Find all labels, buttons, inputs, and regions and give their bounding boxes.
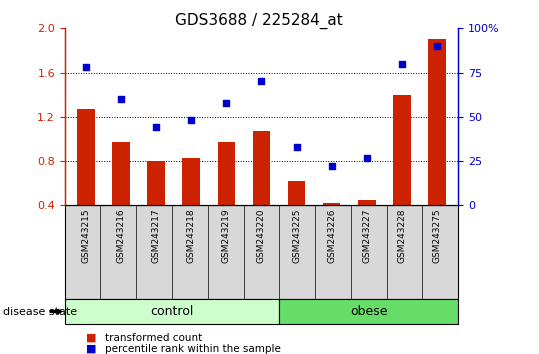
Bar [358, 200, 376, 205]
Point [222, 100, 231, 105]
Text: disease state: disease state [3, 307, 77, 316]
Bar [429, 39, 446, 205]
Text: GDS3688 / 225284_at: GDS3688 / 225284_at [175, 12, 343, 29]
Bar [147, 161, 165, 205]
Point [257, 79, 266, 84]
Point [327, 164, 336, 169]
Bar [218, 142, 235, 205]
Point [292, 144, 301, 150]
Point [151, 125, 160, 130]
Bar [393, 95, 411, 205]
Text: ■: ■ [86, 344, 96, 354]
Point [363, 155, 371, 160]
Point [187, 118, 196, 123]
Bar [182, 158, 200, 205]
Text: control: control [150, 305, 194, 318]
Bar [112, 142, 130, 205]
Bar [253, 131, 270, 205]
Point [116, 96, 125, 102]
Point [81, 64, 90, 70]
Text: ■: ■ [86, 333, 96, 343]
Text: transformed count: transformed count [105, 333, 202, 343]
Point [433, 43, 441, 49]
Text: obese: obese [350, 305, 388, 318]
Bar [288, 181, 305, 205]
Point [398, 61, 406, 67]
Text: percentile rank within the sample: percentile rank within the sample [105, 344, 281, 354]
Bar [77, 109, 94, 205]
Bar [323, 203, 341, 205]
